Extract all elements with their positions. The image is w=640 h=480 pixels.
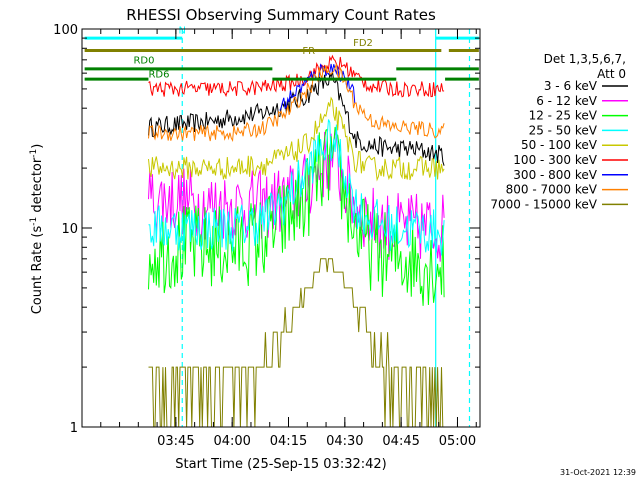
legend-header-line: Att 0 xyxy=(597,67,626,81)
legend-label-50-100-kev: 50 - 100 keV xyxy=(521,138,598,152)
series-line-50-100-kev xyxy=(149,98,445,180)
x-tick-label: 05:00 xyxy=(439,434,476,449)
y-tick-label: 100 xyxy=(53,23,78,38)
legend-label-12-25-kev: 12 - 25 keV xyxy=(529,109,598,123)
legend-label-7000-15000-kev: 7000 - 15000 keV xyxy=(490,197,597,211)
series-line-7000-15000-kev xyxy=(149,259,445,427)
x-tick-label: 04:45 xyxy=(382,434,419,449)
rhessi-count-rate-chart: RHESSI Observing Summary Count Rates Cou… xyxy=(0,0,640,480)
y-tick-label: 10 xyxy=(61,222,78,237)
x-tick-label: 04:15 xyxy=(270,434,307,449)
legend-label-25-50-kev: 25 - 50 keV xyxy=(529,123,598,137)
legend-header-line: Det 1,3,5,6,7, xyxy=(544,52,626,66)
legend-label-6-12-kev: 6 - 12 keV xyxy=(536,94,598,108)
footer-timestamp: 31-Oct-2021 12:39 xyxy=(560,468,636,477)
legend-label-800-7000-kev: 800 - 7000 keV xyxy=(506,183,598,197)
legend-label-300-800-kev: 300 - 800 keV xyxy=(513,168,597,182)
annotation-n: N xyxy=(178,25,185,36)
annotation-rd0: RD0 xyxy=(133,56,154,67)
x-axis-label: Start Time (25-Sep-15 03:32:42) xyxy=(175,457,386,472)
plot-area: N FD2 RD0 RD6 FR xyxy=(85,25,479,427)
annotation-rd6: RD6 xyxy=(148,70,169,81)
annotation-fd2: FD2 xyxy=(353,38,373,49)
y-tick-label: 1 xyxy=(70,421,78,436)
x-tick-label: 04:00 xyxy=(213,434,250,449)
series-line-3-6-kev xyxy=(149,71,445,165)
legend-label-100-300-kev: 100 - 300 keV xyxy=(513,153,597,167)
x-tick-label: 04:30 xyxy=(326,434,363,449)
chart-title: RHESSI Observing Summary Count Rates xyxy=(126,6,436,24)
annotation-fr: FR xyxy=(302,46,315,57)
x-tick-label: 03:45 xyxy=(157,434,194,449)
legend-label-3-6-kev: 3 - 6 keV xyxy=(544,79,598,93)
y-axis-label: Count Rate (s-1 detector-1) xyxy=(29,144,45,315)
